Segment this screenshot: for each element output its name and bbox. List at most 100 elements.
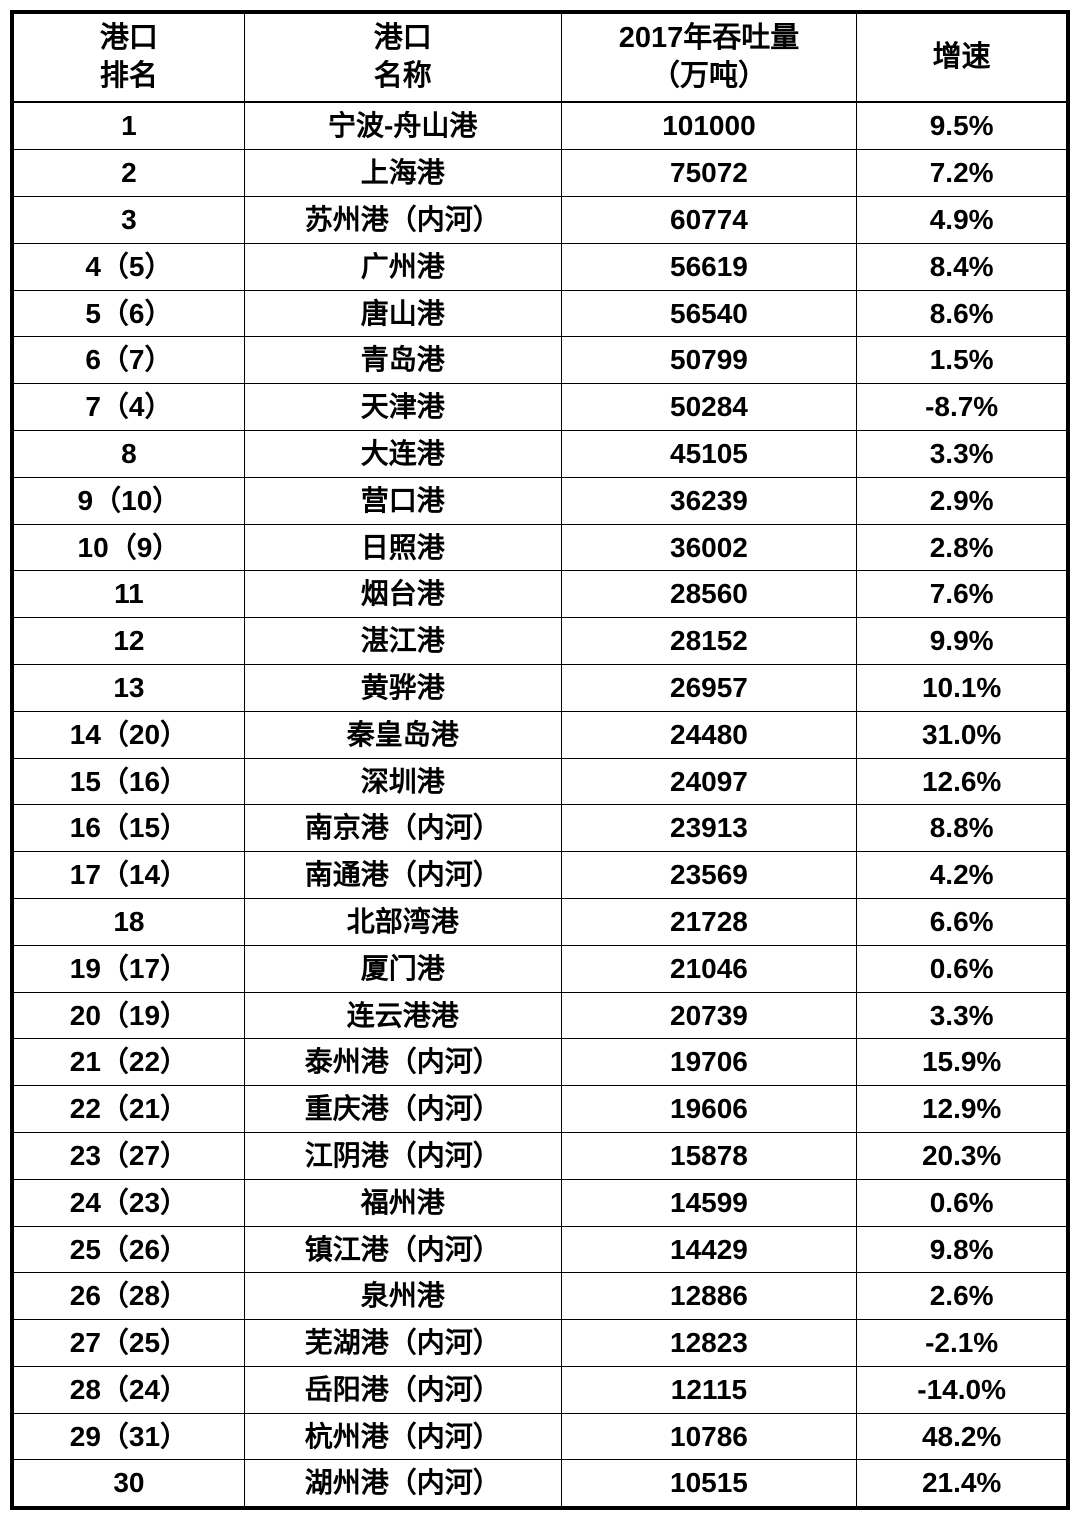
- cell-growth: 48.2%: [857, 1413, 1068, 1460]
- table-row: 21（22）泰州港（内河）1970615.9%: [12, 1039, 1068, 1086]
- cell-name: 连云港港: [244, 992, 561, 1039]
- cell-name: 上海港: [244, 150, 561, 197]
- table-row: 26（28）泉州港128862.6%: [12, 1273, 1068, 1320]
- cell-name: 厦门港: [244, 945, 561, 992]
- cell-name: 宁波-舟山港: [244, 102, 561, 149]
- cell-growth: 2.8%: [857, 524, 1068, 571]
- cell-growth: 1.5%: [857, 337, 1068, 384]
- cell-growth: 0.6%: [857, 1179, 1068, 1226]
- cell-name: 南京港（内河）: [244, 805, 561, 852]
- table-row: 7（4）天津港50284-8.7%: [12, 384, 1068, 431]
- cell-throughput: 15878: [561, 1132, 857, 1179]
- table-row: 12湛江港281529.9%: [12, 618, 1068, 665]
- cell-throughput: 12823: [561, 1320, 857, 1367]
- cell-rank: 12: [12, 618, 244, 665]
- cell-throughput: 101000: [561, 102, 857, 149]
- cell-growth: 0.6%: [857, 945, 1068, 992]
- cell-rank: 7（4）: [12, 384, 244, 431]
- cell-name: 泰州港（内河）: [244, 1039, 561, 1086]
- cell-growth: 12.6%: [857, 758, 1068, 805]
- cell-throughput: 14599: [561, 1179, 857, 1226]
- header-name: 港口 名称: [244, 12, 561, 102]
- table-header-row: 港口 排名 港口 名称 2017年吞吐量 （万吨） 增速: [12, 12, 1068, 102]
- table-row: 30湖州港（内河）1051521.4%: [12, 1460, 1068, 1508]
- cell-rank: 1: [12, 102, 244, 149]
- table-body: 1宁波-舟山港1010009.5%2上海港750727.2%3苏州港（内河）60…: [12, 102, 1068, 1508]
- table-row: 27（25）芜湖港（内河）12823-2.1%: [12, 1320, 1068, 1367]
- cell-growth: 31.0%: [857, 711, 1068, 758]
- cell-throughput: 56540: [561, 290, 857, 337]
- cell-name: 黄骅港: [244, 664, 561, 711]
- header-throughput-line2: （万吨）: [566, 58, 853, 96]
- table-row: 2上海港750727.2%: [12, 150, 1068, 197]
- cell-name: 广州港: [244, 243, 561, 290]
- header-name-line1: 港口: [249, 20, 557, 58]
- cell-growth: 12.9%: [857, 1086, 1068, 1133]
- table-row: 16（15）南京港（内河）239138.8%: [12, 805, 1068, 852]
- cell-rank: 9（10）: [12, 477, 244, 524]
- cell-rank: 22（21）: [12, 1086, 244, 1133]
- cell-name: 苏州港（内河）: [244, 196, 561, 243]
- cell-name: 大连港: [244, 430, 561, 477]
- cell-throughput: 12115: [561, 1366, 857, 1413]
- cell-throughput: 60774: [561, 196, 857, 243]
- cell-growth: 7.2%: [857, 150, 1068, 197]
- table-row: 5（6）唐山港565408.6%: [12, 290, 1068, 337]
- cell-growth: 9.5%: [857, 102, 1068, 149]
- cell-name: 重庆港（内河）: [244, 1086, 561, 1133]
- cell-growth: -8.7%: [857, 384, 1068, 431]
- header-throughput: 2017年吞吐量 （万吨）: [561, 12, 857, 102]
- cell-rank: 13: [12, 664, 244, 711]
- cell-growth: 8.4%: [857, 243, 1068, 290]
- table-row: 28（24）岳阳港（内河）12115-14.0%: [12, 1366, 1068, 1413]
- cell-throughput: 21046: [561, 945, 857, 992]
- cell-throughput: 75072: [561, 150, 857, 197]
- table-row: 24（23）福州港145990.6%: [12, 1179, 1068, 1226]
- cell-throughput: 28560: [561, 571, 857, 618]
- cell-name: 湖州港（内河）: [244, 1460, 561, 1508]
- cell-throughput: 23913: [561, 805, 857, 852]
- cell-growth: 20.3%: [857, 1132, 1068, 1179]
- cell-rank: 8: [12, 430, 244, 477]
- cell-growth: 2.9%: [857, 477, 1068, 524]
- cell-growth: 9.8%: [857, 1226, 1068, 1273]
- cell-name: 湛江港: [244, 618, 561, 665]
- table-row: 22（21）重庆港（内河）1960612.9%: [12, 1086, 1068, 1133]
- cell-name: 杭州港（内河）: [244, 1413, 561, 1460]
- table-row: 4（5）广州港566198.4%: [12, 243, 1068, 290]
- cell-rank: 24（23）: [12, 1179, 244, 1226]
- cell-rank: 11: [12, 571, 244, 618]
- cell-name: 秦皇岛港: [244, 711, 561, 758]
- cell-rank: 19（17）: [12, 945, 244, 992]
- cell-throughput: 28152: [561, 618, 857, 665]
- cell-throughput: 24480: [561, 711, 857, 758]
- cell-throughput: 50799: [561, 337, 857, 384]
- cell-name: 烟台港: [244, 571, 561, 618]
- cell-rank: 21（22）: [12, 1039, 244, 1086]
- table-row: 14（20）秦皇岛港2448031.0%: [12, 711, 1068, 758]
- cell-growth: -14.0%: [857, 1366, 1068, 1413]
- cell-name: 北部湾港: [244, 898, 561, 945]
- cell-growth: 3.3%: [857, 430, 1068, 477]
- header-rank-line1: 港口: [18, 20, 240, 58]
- cell-name: 唐山港: [244, 290, 561, 337]
- cell-throughput: 10515: [561, 1460, 857, 1508]
- cell-rank: 30: [12, 1460, 244, 1508]
- header-growth: 增速: [857, 12, 1068, 102]
- cell-throughput: 21728: [561, 898, 857, 945]
- cell-throughput: 20739: [561, 992, 857, 1039]
- table-row: 19（17）厦门港210460.6%: [12, 945, 1068, 992]
- cell-name: 深圳港: [244, 758, 561, 805]
- cell-name: 营口港: [244, 477, 561, 524]
- cell-throughput: 45105: [561, 430, 857, 477]
- cell-throughput: 56619: [561, 243, 857, 290]
- table-row: 18北部湾港217286.6%: [12, 898, 1068, 945]
- cell-throughput: 19606: [561, 1086, 857, 1133]
- header-rank-line2: 排名: [18, 58, 240, 96]
- table-row: 6（7）青岛港507991.5%: [12, 337, 1068, 384]
- cell-name: 泉州港: [244, 1273, 561, 1320]
- cell-growth: 3.3%: [857, 992, 1068, 1039]
- cell-rank: 14（20）: [12, 711, 244, 758]
- cell-rank: 5（6）: [12, 290, 244, 337]
- cell-throughput: 50284: [561, 384, 857, 431]
